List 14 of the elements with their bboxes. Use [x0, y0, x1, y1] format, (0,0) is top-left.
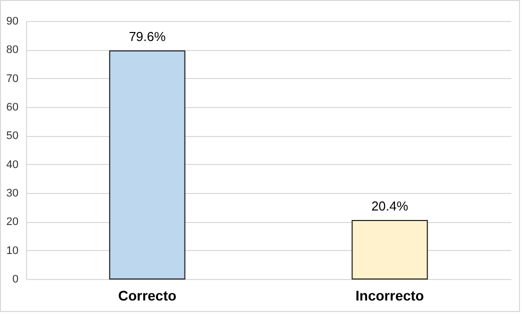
y-tick-label: 20: [6, 216, 18, 228]
y-tick-label: 50: [6, 130, 18, 142]
y-tick-label: 0: [12, 274, 18, 286]
y-tick-label: 80: [6, 44, 18, 56]
x-tick-label: Correcto: [118, 288, 176, 304]
data-label: 20.4%: [371, 198, 409, 214]
y-tick-label: 70: [6, 72, 18, 85]
y-tick-label: 10: [6, 244, 18, 257]
y-tick-label: 40: [6, 158, 18, 171]
y-tick-label: 30: [6, 188, 18, 200]
x-tick-label: Incorrecto: [356, 288, 424, 304]
data-label: 79.6%: [128, 28, 166, 44]
y-tick-label: 60: [6, 102, 18, 114]
y-tick-label: 90: [6, 16, 18, 28]
